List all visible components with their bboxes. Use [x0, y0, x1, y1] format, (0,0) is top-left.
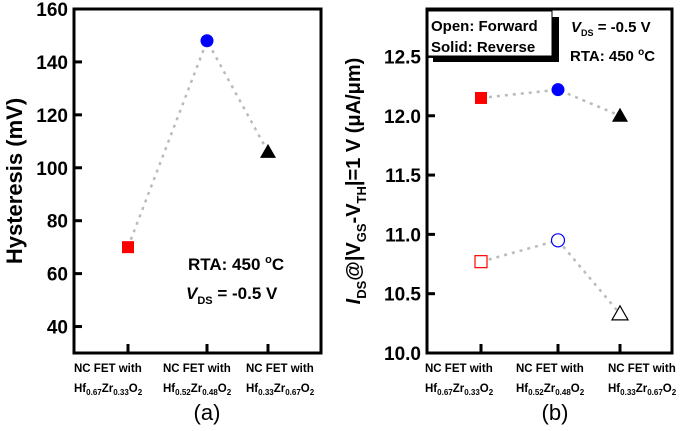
chart-b-panel-label: (b) [542, 400, 569, 425]
data-point-square [474, 255, 488, 269]
x-tick-label-line1: NC FET with [516, 363, 584, 375]
legend-open: Open: Forward [431, 18, 538, 35]
chart-b-frame [425, 7, 674, 355]
data-point-circle [550, 233, 566, 248]
chart-b: 10.0 10.5 11.0 11.5 12.0 12.5 NC FET with Hf0.6… [343, 7, 677, 425]
x-tick-label-line1: NC FET with [74, 363, 142, 375]
series-connector [480, 238, 621, 315]
series-connector [480, 88, 621, 117]
y-tick-label: 12.5 [384, 47, 421, 68]
x-tick-label-formula: Hf0.67Zr0.33O2 [425, 383, 494, 397]
data-point-triangle [612, 107, 628, 122]
x-tick-label-formula: Hf0.33Zr0.67O2 [246, 383, 315, 397]
y-tick-label: 60 [47, 265, 68, 286]
x-tick-label-formula: Hf0.52Zr0.48O2 [163, 383, 232, 397]
x-tick-label-line1: NC FET with [163, 363, 231, 375]
chart-a: 40 60 80 100 120 140 160 NC FET with Hf0.67Zr0.3… [2, 0, 323, 425]
data-point-triangle [260, 143, 276, 158]
data-point-triangle [610, 304, 630, 321]
y-tick-label: 160 [36, 0, 68, 21]
x-tick-label-formula: Hf0.67Zr0.33O2 [74, 383, 143, 397]
data-point-circle [551, 83, 565, 97]
chart-a-frame [72, 7, 323, 355]
legend: Open: Forward Solid: Reverse [427, 10, 559, 62]
x-tick-label-line1: NC FET with [246, 363, 314, 375]
chart-b-annotation-vds: VDS = -0.5 V [571, 19, 651, 38]
x-tick-label-formula: Hf0.33Zr0.67O2 [608, 383, 677, 397]
chart-a-annotation-vds: VDS = -0.5 V [186, 284, 278, 307]
x-tick-label-formula: Hf0.52Zr0.48O2 [516, 383, 585, 397]
chart-a-panel-label: (a) [194, 400, 221, 425]
chart-a-annotation-rta: RTA: 450 oC [188, 254, 284, 274]
data-point-circle [200, 34, 214, 48]
legend-solid: Solid: Reverse [431, 39, 535, 56]
chart-a-ylabel: Hysteresis (mV) [2, 98, 27, 264]
x-tick-label-line1: NC FET with [608, 363, 676, 375]
series-connector [126, 37, 270, 248]
y-tick-label: 140 [36, 53, 68, 74]
chart-b-ylabel: IDS@|VGS-VTH|=1 V (μA/μm) [343, 58, 369, 305]
y-tick-label: 80 [47, 212, 68, 233]
y-tick-label: 10.5 [384, 285, 421, 306]
data-point-square [475, 91, 487, 104]
x-tick-label-line1: NC FET with [425, 363, 493, 375]
y-tick-label: 11.5 [385, 166, 421, 187]
data-point-square [122, 241, 134, 254]
y-tick-label: 11.0 [385, 225, 421, 246]
y-tick-label: 120 [36, 106, 68, 127]
y-tick-label: 10.0 [384, 344, 421, 365]
y-tick-label: 100 [36, 159, 68, 180]
chart-b-annotation-rta: RTA: 450 oC [570, 47, 655, 65]
y-tick-label: 40 [47, 318, 68, 339]
y-tick-label: 12.0 [384, 107, 421, 128]
